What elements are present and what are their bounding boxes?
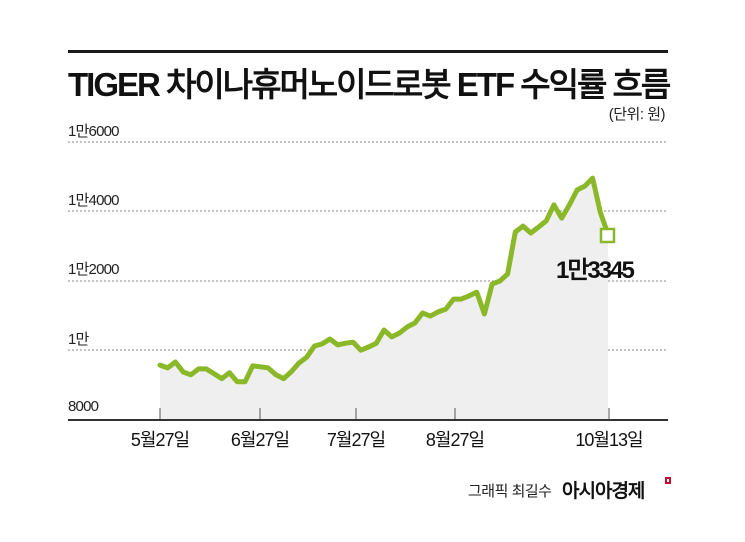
x-tick-label-aug27: 8월27일 — [425, 430, 485, 450]
top-rule — [68, 50, 668, 53]
price-line — [157, 175, 611, 385]
area-fill — [160, 178, 608, 420]
y-tick-label-14000: 1만4000 — [68, 192, 120, 209]
y-tick-label-16000: 1만6000 — [68, 123, 120, 140]
y-tick-label-8000: 8000 — [68, 398, 99, 415]
brand-logo: 아시아경제 — [562, 481, 645, 502]
end-point-marker — [599, 227, 616, 244]
x-tick-label-may27: 5월27일 — [130, 430, 190, 450]
brand-mark-icon — [665, 477, 671, 484]
chart-title: TIGER 차이나휴머노이드로봇 ETF 수익률 흐름 — [68, 66, 671, 103]
end-value-label: 1만3345 — [556, 257, 635, 284]
y-tick-label-12000: 1만2000 — [68, 261, 120, 278]
x-tick-label-jun27: 6월27일 — [230, 430, 290, 450]
graphic-credit: 그래픽 최길수 — [468, 483, 552, 500]
x-tick-label-oct13: 10월13일 — [575, 430, 643, 450]
y-tick-label-10000: 1만 — [68, 331, 89, 348]
x-tick-label-jul27: 7월27일 — [326, 430, 386, 450]
x-ticks — [159, 408, 610, 420]
unit-label: (단위: 원) — [608, 106, 666, 123]
